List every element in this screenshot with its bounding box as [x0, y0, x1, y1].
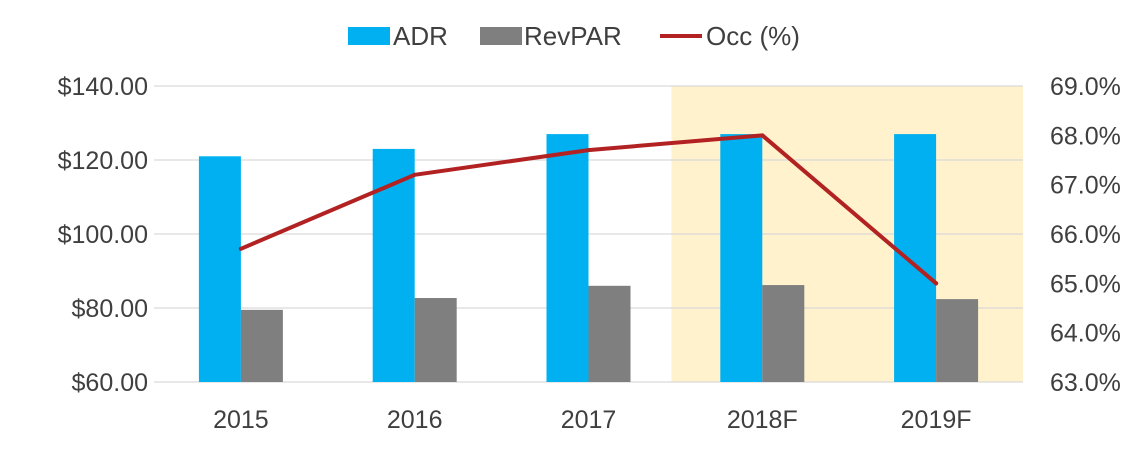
legend-label-revpar: RevPAR — [524, 21, 622, 51]
right-tick-label: 63.0% — [1050, 369, 1121, 397]
right-axis-ticks: 63.0% 64.0% 65.0% 66.0% 67.0% 68.0% 69.0% — [1050, 73, 1121, 397]
bar-revpar-2016 — [414, 298, 457, 382]
right-tick-label: 64.0% — [1050, 320, 1121, 348]
bar-adr-2019f — [894, 134, 937, 382]
bar-revpar-2017 — [588, 285, 631, 382]
legend-label-adr: ADR — [393, 21, 448, 51]
occupancy-point-2019f — [934, 281, 939, 286]
legend-swatch-revpar — [480, 27, 522, 45]
x-tick-label: 2019F — [901, 406, 972, 434]
occupancy-point-2017 — [586, 148, 591, 153]
right-tick-label: 66.0% — [1050, 221, 1121, 249]
legend-label-occ: Occ (%) — [706, 21, 800, 51]
occupancy-point-2016 — [412, 172, 417, 177]
right-tick-label: 69.0% — [1050, 73, 1121, 101]
bar-adr-2018f — [720, 134, 763, 382]
bar-revpar-2018f — [762, 285, 805, 382]
left-tick-label: $100.00 — [58, 221, 148, 249]
legend: ADR RevPAR Occ (%) — [348, 21, 800, 51]
occupancy-point-2018f — [760, 133, 765, 138]
left-tick-label: $120.00 — [58, 147, 148, 175]
bar-revpar-2015 — [240, 309, 283, 382]
x-tick-label: 2017 — [561, 406, 617, 434]
right-tick-label: 67.0% — [1050, 172, 1121, 200]
bar-adr-2015 — [198, 156, 241, 382]
bar-revpar-2019f — [936, 299, 979, 382]
left-axis-ticks: $60.00 $80.00 $100.00 $120.00 $140.00 — [58, 73, 148, 397]
bar-adr-2017 — [546, 134, 589, 382]
x-tick-label: 2016 — [387, 406, 443, 434]
left-tick-label: $60.00 — [72, 369, 148, 397]
left-tick-label: $140.00 — [58, 73, 148, 101]
legend-swatch-adr — [348, 27, 390, 45]
occupancy-point-2015 — [238, 246, 243, 251]
x-tick-label: 2018F — [727, 406, 798, 434]
right-tick-label: 65.0% — [1050, 270, 1121, 298]
right-tick-label: 68.0% — [1050, 122, 1121, 150]
x-axis-ticks: 2015 2016 2017 2018F 2019F — [213, 406, 971, 434]
occupancy-line-group — [238, 133, 939, 286]
x-tick-label: 2015 — [213, 406, 269, 434]
left-tick-label: $80.00 — [72, 295, 148, 323]
